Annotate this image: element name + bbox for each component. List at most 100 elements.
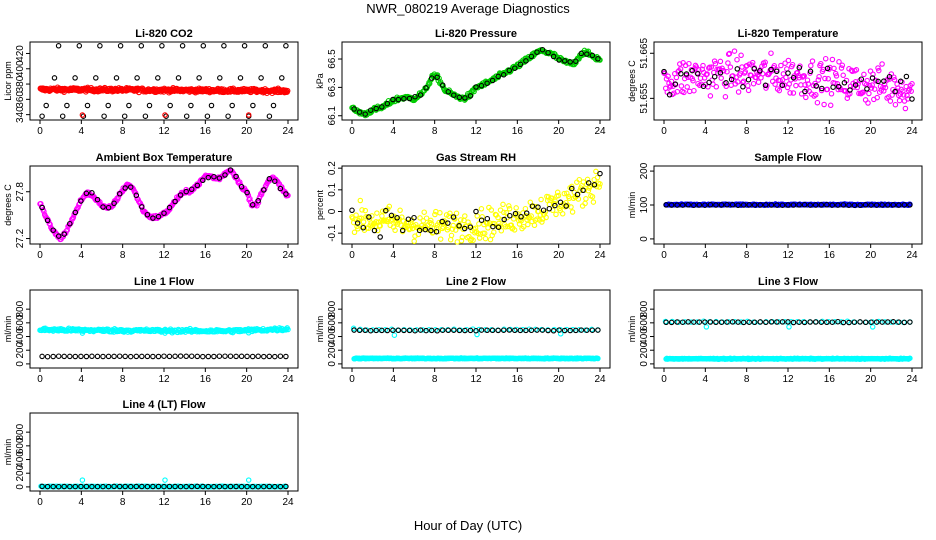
data-point xyxy=(814,99,821,106)
data-point xyxy=(355,226,361,232)
data-point xyxy=(121,113,128,119)
data-point xyxy=(216,483,223,490)
data-point xyxy=(452,227,459,233)
data-point xyxy=(559,211,566,217)
x-tick-label: 12 xyxy=(470,250,482,261)
data-point xyxy=(474,213,480,219)
y-tick-label: 200 xyxy=(639,341,650,358)
panel-licor_temp: Li-820 Temperature degrees C 0 4 8 12 16 20 24 51… xyxy=(627,28,923,137)
data-point xyxy=(161,353,167,359)
data-point xyxy=(401,327,407,334)
data-point xyxy=(166,204,173,211)
data-point xyxy=(759,71,766,77)
data-point xyxy=(818,87,825,94)
data-point xyxy=(244,189,250,196)
panel-line1: Line 1 Flow ml/min 0 4 8 12 16 20 24 0 20040060080… xyxy=(3,276,299,385)
data-point xyxy=(39,113,45,119)
data-point xyxy=(394,215,400,221)
data-point xyxy=(150,353,156,360)
data-point xyxy=(793,82,799,89)
y-axis-label: ml/min xyxy=(627,192,637,219)
data-point xyxy=(790,90,797,96)
data-point xyxy=(55,233,62,239)
data-point xyxy=(580,187,586,194)
data-point xyxy=(907,202,913,208)
y-tick-label: 800 xyxy=(15,423,26,440)
data-point xyxy=(584,51,590,57)
data-point xyxy=(150,483,156,490)
data-point xyxy=(517,327,524,334)
data-point xyxy=(80,113,87,119)
data-point xyxy=(746,202,752,208)
data-point xyxy=(707,93,714,99)
data-point xyxy=(134,75,140,81)
data-point xyxy=(595,327,601,333)
data-point xyxy=(78,353,84,360)
panel-line3: Line 3 Flow ml/min 0 4 8 12 16 20 24 0 20040060080… xyxy=(627,276,923,385)
panel-line4: Line 4 (LT) Flow ml/min 0 4 8 12 16 20 24 0 200400… xyxy=(3,399,299,508)
data-point xyxy=(584,327,590,333)
data-point xyxy=(177,192,184,198)
data-point xyxy=(763,202,769,208)
data-point xyxy=(750,80,757,87)
data-point xyxy=(774,202,780,208)
data-point xyxy=(277,483,284,490)
data-point xyxy=(728,76,735,83)
data-point xyxy=(717,70,724,76)
y-axis-label: ml/min xyxy=(3,439,13,466)
x-tick-label: 0 xyxy=(661,374,667,385)
data-point xyxy=(554,189,561,196)
x-tick-label: 24 xyxy=(594,374,606,385)
data-point xyxy=(788,318,794,325)
data-point xyxy=(362,207,369,214)
data-point xyxy=(380,218,387,224)
x-tick-label: 8 xyxy=(120,374,126,385)
data-point xyxy=(738,319,744,325)
data-point xyxy=(550,53,557,60)
data-point xyxy=(539,219,545,225)
data-point xyxy=(484,80,490,87)
data-point xyxy=(378,218,384,224)
data-point xyxy=(847,90,853,97)
x-tick-label: 8 xyxy=(744,250,750,261)
data-point xyxy=(723,83,729,90)
data-point xyxy=(552,202,558,209)
data-point xyxy=(428,221,435,227)
data-point xyxy=(500,72,507,78)
data-point xyxy=(100,483,106,490)
data-point xyxy=(589,52,596,59)
data-point xyxy=(668,202,675,208)
data-point xyxy=(200,353,206,360)
series-black xyxy=(663,318,913,326)
data-point xyxy=(723,80,729,86)
data-point xyxy=(479,214,485,220)
data-point xyxy=(818,202,825,208)
plot-frame xyxy=(29,41,299,121)
data-point xyxy=(822,55,829,62)
data-point xyxy=(439,327,446,333)
data-point xyxy=(787,90,793,96)
data-point xyxy=(481,230,488,237)
data-point xyxy=(172,483,178,490)
data-point xyxy=(89,483,95,490)
data-point xyxy=(732,318,738,325)
data-point xyxy=(351,229,358,236)
data-point xyxy=(384,100,391,107)
data-point xyxy=(439,82,446,88)
data-point xyxy=(423,85,429,91)
data-point xyxy=(679,202,686,208)
data-point xyxy=(873,202,880,208)
data-point xyxy=(724,68,730,75)
data-point xyxy=(72,209,79,216)
data-point xyxy=(827,102,834,109)
series-cyan xyxy=(79,330,252,336)
data-point xyxy=(678,71,684,77)
data-point xyxy=(221,43,227,49)
data-point xyxy=(824,202,830,208)
data-point xyxy=(731,48,738,54)
data-point xyxy=(779,82,786,88)
data-point xyxy=(875,78,881,85)
panel-title: Li-820 CO2 xyxy=(135,28,192,40)
data-point xyxy=(462,95,468,101)
data-point xyxy=(529,203,536,209)
